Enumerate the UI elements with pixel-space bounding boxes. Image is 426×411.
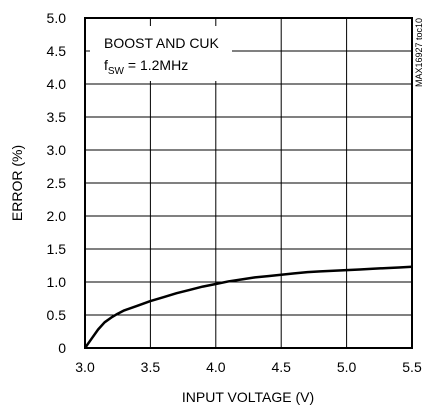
y-tick-label: 2.5 [47, 175, 67, 191]
y-tick-label: 0.5 [47, 307, 67, 323]
figure-code: MAX16927 toc10 [414, 18, 424, 87]
y-tick-label: 1.5 [47, 241, 67, 257]
y-tick-label: 5.0 [47, 10, 67, 26]
x-axis-label: INPUT VOLTAGE (V) [182, 389, 314, 405]
series-line [83, 265, 413, 349]
x-tick-label: 5.0 [337, 359, 357, 375]
y-tick-label: 4.5 [47, 43, 67, 59]
annotation-line-2-suffix: = 1.2MHz [124, 57, 188, 73]
grid-lines [85, 18, 412, 348]
y-tick-labels: 0 0.5 1.0 1.5 2.0 2.5 3.0 3.5 4.0 4.5 5.0 [47, 10, 67, 356]
x-tick-label: 4.0 [206, 359, 226, 375]
y-tick-label: 4.0 [47, 76, 67, 92]
x-tick-label: 3.5 [141, 359, 161, 375]
annotation-background [90, 26, 232, 81]
y-tick-label: 1.0 [47, 274, 67, 290]
x-tick-label: 4.5 [271, 359, 291, 375]
y-tick-label: 3.5 [47, 109, 67, 125]
annotation-line-1: BOOST AND CUK [104, 35, 220, 51]
annotation-line-2-prefix: f [104, 57, 108, 73]
series-group [83, 265, 413, 349]
annotation-line-2-subscript: SW [108, 66, 125, 77]
x-tick-label: 5.5 [402, 359, 422, 375]
x-tick-labels: 3.0 3.5 4.0 4.5 5.0 5.5 [75, 359, 422, 375]
annotation-line-2: fSW = 1.2MHz [104, 57, 188, 77]
x-tick-label: 3.0 [75, 359, 95, 375]
y-tick-label: 0 [58, 340, 66, 356]
y-tick-label: 2.0 [47, 208, 67, 224]
plot-frame [84, 17, 413, 349]
y-axis-label: ERROR (%) [9, 145, 25, 221]
y-tick-label: 3.0 [47, 142, 67, 158]
